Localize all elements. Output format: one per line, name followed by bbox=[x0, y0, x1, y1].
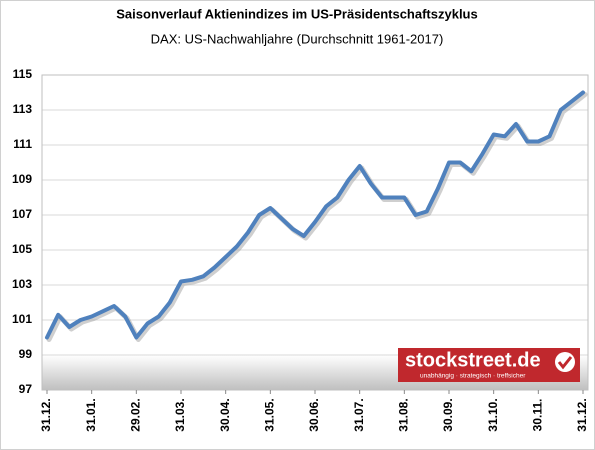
line bbox=[45, 90, 585, 340]
x-tick-label: 30.06. bbox=[307, 398, 321, 431]
chart-subtitle: DAX: US-Nachwahljahre (Durchschnitt 1961… bbox=[151, 31, 444, 46]
y-tick-label: 105 bbox=[12, 242, 32, 256]
x-tick-label: 30.11. bbox=[531, 399, 545, 432]
y-tick-label: 99 bbox=[19, 347, 33, 361]
x-tick-label: 31.08. bbox=[397, 398, 411, 431]
y-tick-label: 97 bbox=[19, 382, 33, 396]
x-tick-label: 31.12. bbox=[575, 398, 589, 431]
logo-check bbox=[557, 356, 573, 370]
x-tick-label: 31.07. bbox=[352, 398, 366, 431]
y-tick-label: 113 bbox=[13, 102, 33, 116]
x-tick-label: 31.05. bbox=[263, 398, 277, 431]
x-tick-label: 29.02. bbox=[129, 398, 143, 431]
y-tick-label: 103 bbox=[12, 277, 32, 291]
logo: stockstreet.de unabhängig · strategisch … bbox=[398, 348, 580, 382]
logo-icon bbox=[555, 352, 575, 372]
x-tick-label: 31.03. bbox=[173, 398, 187, 431]
y-tick-label: 115 bbox=[13, 67, 33, 81]
x-tick-label: 31.10. bbox=[486, 398, 500, 431]
y-tick-label: 111 bbox=[13, 137, 32, 151]
chart-title: Saisonverlauf Aktienindizes im US-Präsid… bbox=[116, 6, 477, 21]
x-tick-label: 30.09. bbox=[441, 398, 455, 431]
logo-box bbox=[398, 348, 580, 382]
logo-tagline: unabhängig · strategisch · treffsicher bbox=[420, 373, 526, 380]
logo-name: stockstreet.de bbox=[405, 349, 541, 371]
y-tick-label: 107 bbox=[12, 207, 32, 221]
x-tick-label: 31.12. bbox=[39, 398, 53, 431]
y-tick-label: 109 bbox=[12, 172, 32, 186]
x-tick-label: 30.04. bbox=[218, 398, 232, 431]
y-tick-label: 101 bbox=[12, 312, 32, 326]
x-tick-label: 31.01. bbox=[84, 398, 98, 431]
